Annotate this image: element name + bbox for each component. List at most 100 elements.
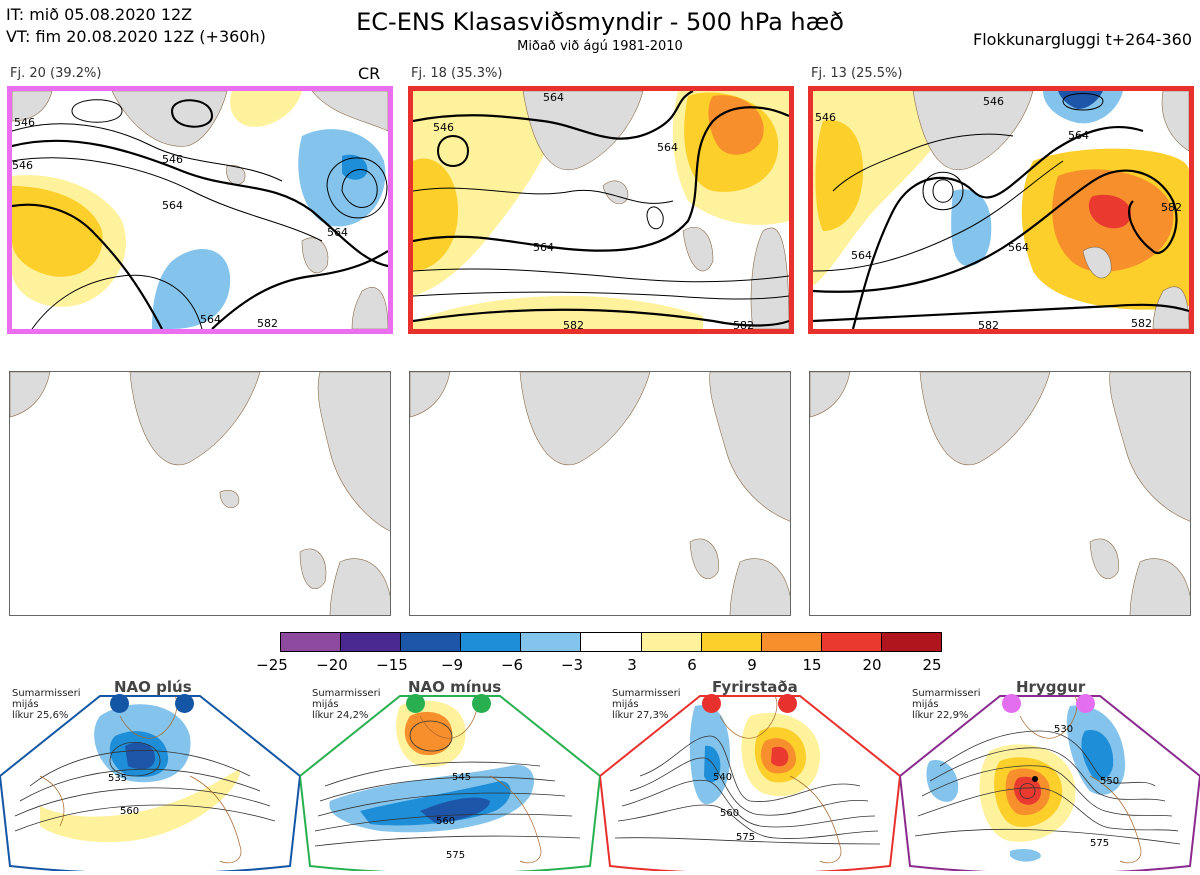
colorbar-swatch xyxy=(581,633,642,651)
colorbar-tick: 20 xyxy=(862,656,882,674)
anomaly-shading xyxy=(12,91,386,329)
land-masses xyxy=(12,91,388,329)
regime-season: Sumarmisseri xyxy=(312,688,381,699)
contour-label: 564 xyxy=(327,226,348,239)
contour-labels: 546 546 546 564 564 564 582 xyxy=(12,116,348,329)
contour-label: 546 xyxy=(433,121,454,134)
regime-ridge[interactable]: 530 550 575 Sumarmisseri mijás líkur 22,… xyxy=(898,676,1200,875)
cluster-map-2[interactable]: 546 564 564 564 582 582 xyxy=(408,86,794,334)
colorbar-swatch xyxy=(461,633,522,651)
colorbar-swatch xyxy=(641,633,702,651)
colorbar-tick: 25 xyxy=(922,656,942,674)
contour-label: 582 xyxy=(1131,317,1152,329)
empty-map-2[interactable] xyxy=(409,371,791,616)
panel-2-label: Fj. 18 (35.3%) xyxy=(411,66,503,81)
contour-label: 582 xyxy=(1161,201,1182,214)
anomaly-positive-strong xyxy=(404,711,453,756)
colorbar-swatch xyxy=(881,633,942,651)
anomaly-colorbar xyxy=(280,632,942,652)
colorbar-tick: 15 xyxy=(802,656,822,674)
empty-map-3[interactable] xyxy=(809,371,1191,616)
regime-season: Sumarmisseri xyxy=(12,688,81,699)
contour-label: 582 xyxy=(733,319,754,329)
height-contours xyxy=(914,730,1181,845)
contour-label: 546 xyxy=(14,116,35,129)
cluster-map-3[interactable]: 546 546 564 564 564 582 582 582 xyxy=(808,86,1194,334)
regime-probability: líkur 24,2% xyxy=(312,710,369,721)
colorbar-tick: −20 xyxy=(316,656,348,674)
regime-marker xyxy=(472,694,491,713)
regime-info: Sumarmisseri mijás líkur 22,9% xyxy=(912,688,980,721)
colorbar-tick: −9 xyxy=(440,656,464,674)
contour-label: 582 xyxy=(257,317,278,329)
page-title: EC-ENS Klasasviðsmyndir - 500 hPa hæð xyxy=(356,8,844,36)
regime-title: Fyrirstaða xyxy=(712,678,798,696)
anomaly-negative-south xyxy=(1010,848,1041,862)
regime-blocking[interactable]: 540 560 575 Sumarmisseri mijás líkur 27,… xyxy=(598,676,902,875)
colorbar-tick: 9 xyxy=(747,656,757,674)
regime-title: NAO mínus xyxy=(408,678,502,696)
contour-label: 564 xyxy=(657,141,678,154)
colorbar-swatch xyxy=(281,633,342,651)
regime-season: Sumarmisseri xyxy=(912,688,981,699)
regime-probability: líkur 22,9% xyxy=(912,710,969,721)
regime-nao-minus[interactable]: 545 560 575 Sumarmisseri mijás líkur 24,… xyxy=(298,676,602,875)
regime-marker xyxy=(1002,694,1021,713)
regime-marker xyxy=(1076,694,1095,713)
anomaly-negative-core xyxy=(420,797,490,823)
colorbar-swatch xyxy=(521,633,582,651)
contour-label: 582 xyxy=(978,319,999,329)
colorbar-swatch xyxy=(821,633,882,651)
regime-contour-label: 560 xyxy=(720,808,739,819)
regime-nao-plus[interactable]: 535 560 Sumarmisseri mijás líkur 25,6% N… xyxy=(0,676,302,875)
anomaly-positive-core xyxy=(771,746,789,767)
regime-contour-label: 530 xyxy=(1054,724,1073,735)
cluster-map-1[interactable]: 546 546 546 564 564 564 582 xyxy=(7,86,393,334)
height-contours xyxy=(813,93,1189,329)
anomaly-negative-core xyxy=(125,742,155,770)
anomaly-negative-strong xyxy=(1081,730,1114,781)
height-contours xyxy=(614,735,881,845)
regime-info: Sumarmisseri mijás líkur 27,3% xyxy=(612,688,680,721)
contour-label: 564 xyxy=(543,91,564,104)
land-masses xyxy=(912,91,1189,329)
contour-label: 564 xyxy=(1068,129,1089,142)
regime-season: Sumarmisseri xyxy=(612,688,681,699)
contour-labels: 546 564 564 564 582 582 xyxy=(433,91,754,329)
valid-time: VT: fim 20.08.2020 12Z (+360h) xyxy=(6,27,266,46)
regime-contour-label: 575 xyxy=(736,832,755,843)
land-masses xyxy=(810,372,1190,615)
regime-marker xyxy=(110,694,129,713)
classification-window: Flokkunargluggi t+264-360 xyxy=(973,30,1192,49)
coastlines xyxy=(719,695,842,864)
regime-marker xyxy=(406,694,425,713)
regime-title: NAO plús xyxy=(114,678,192,696)
anomaly-negative-strong xyxy=(704,745,721,783)
regime-mean: mijás xyxy=(612,699,639,710)
contour-label: 564 xyxy=(162,199,183,212)
regime-contour-label: 540 xyxy=(713,772,732,783)
panel-1-label: Fj. 20 (39.2%) xyxy=(10,66,102,81)
regime-title: Hryggur xyxy=(1016,678,1086,696)
contour-label: 564 xyxy=(851,249,872,262)
colorbar-swatch xyxy=(341,633,402,651)
regime-probability: líkur 25,6% xyxy=(12,710,69,721)
forecast-info: IT: mið 05.08.2020 12Z VT: fim 20.08.202… xyxy=(6,4,266,48)
empty-map-1[interactable] xyxy=(9,371,391,616)
contour-label: 564 xyxy=(533,241,554,254)
colorbar-swatch xyxy=(401,633,462,651)
contour-labels: 546 546 564 564 564 582 582 582 xyxy=(815,95,1182,329)
colorbar-tick: 6 xyxy=(687,656,697,674)
contour-label: 546 xyxy=(162,153,183,166)
regime-contour-label: 545 xyxy=(452,772,471,783)
regime-mean: mijás xyxy=(12,699,39,710)
regime-contour-label: 550 xyxy=(1100,776,1119,787)
colorbar-swatch xyxy=(701,633,762,651)
regime-info: Sumarmisseri mijás líkur 25,6% xyxy=(12,688,80,721)
regime-marker xyxy=(175,694,194,713)
height-contours xyxy=(314,720,581,847)
regime-contour-label: 575 xyxy=(446,850,465,861)
land-masses xyxy=(10,372,390,615)
colorbar-tick: −3 xyxy=(560,656,584,674)
height-contours xyxy=(14,741,276,832)
